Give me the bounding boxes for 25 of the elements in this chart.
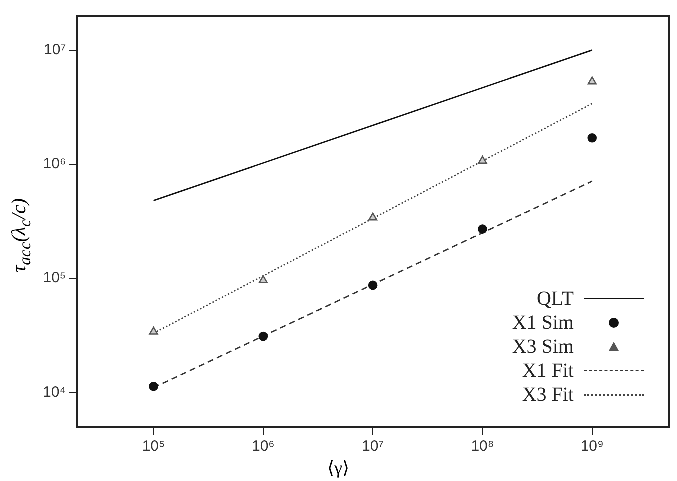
legend-label: X1 Fit xyxy=(521,359,574,383)
y-tick-label: 10⁴ xyxy=(42,384,66,401)
y-tick-label: 10⁵ xyxy=(43,270,66,287)
point xyxy=(478,156,488,164)
point xyxy=(368,212,378,221)
x-tick-label: 10⁷ xyxy=(362,438,384,456)
point xyxy=(478,224,488,234)
point xyxy=(588,134,598,143)
x-tick-label: 10⁶ xyxy=(252,438,275,456)
y-tick-label: 10⁶ xyxy=(43,156,66,173)
x-tick-label: 10⁸ xyxy=(471,438,494,456)
point xyxy=(149,382,158,392)
legend-label: X3 Fit xyxy=(521,383,574,407)
x-tick-label: 10⁹ xyxy=(580,438,604,456)
legend-label: QLT xyxy=(536,287,574,311)
x-tick-label: 10⁵ xyxy=(142,438,166,456)
legend-label: X1 Sim xyxy=(511,311,574,335)
point xyxy=(258,275,268,284)
legend-label: X3 Sim xyxy=(511,335,574,359)
point xyxy=(368,280,378,290)
y-tick-label: 10⁷ xyxy=(44,41,66,58)
point xyxy=(149,326,158,335)
point xyxy=(588,76,597,85)
point xyxy=(258,332,268,342)
x-axis-title: ⟨γ⟩ xyxy=(326,457,350,479)
